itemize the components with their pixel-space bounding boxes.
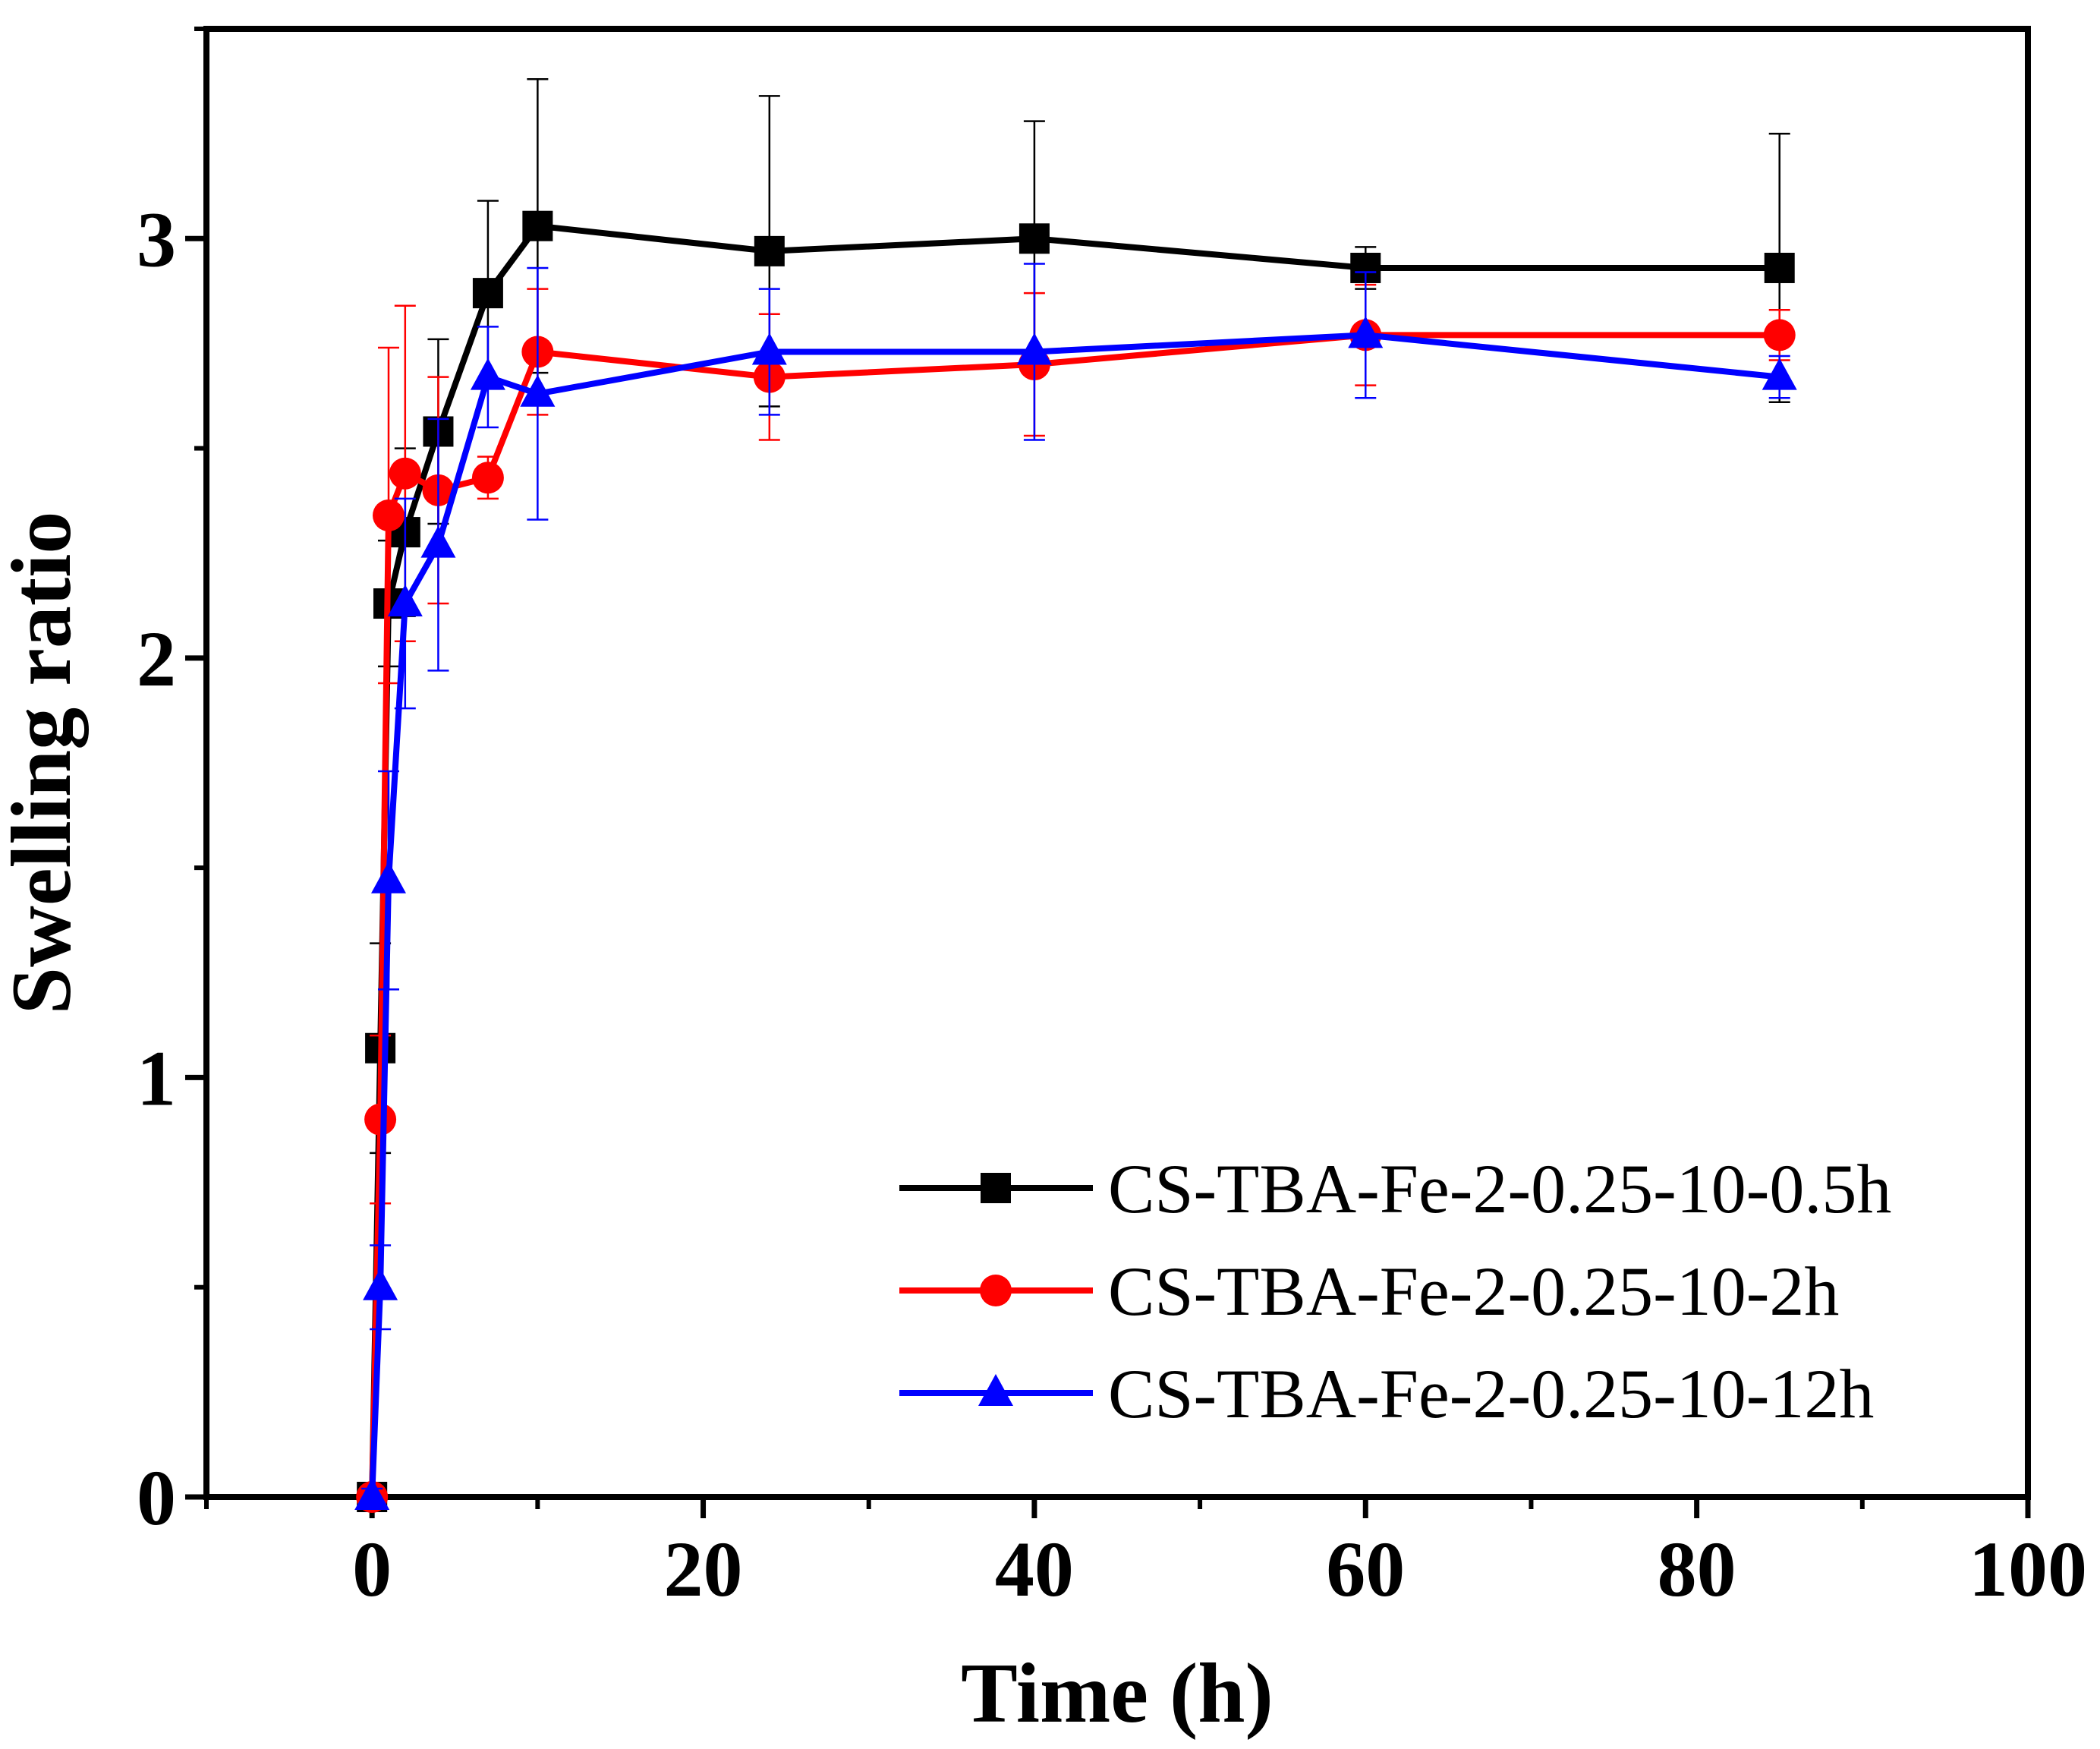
x-tick-label: 20 <box>664 1526 743 1613</box>
data-point <box>1764 252 1795 283</box>
data-point <box>754 235 785 266</box>
data-point <box>387 585 423 617</box>
legend-label: CS-TBA-Fe-2-0.25-10-12h <box>1108 1355 1874 1432</box>
legend-marker <box>981 1173 1011 1203</box>
data-point <box>354 1478 390 1510</box>
data-point <box>1763 319 1796 351</box>
data-point <box>472 278 503 309</box>
data-point <box>520 374 556 407</box>
data-point <box>420 525 456 558</box>
x-tick-label: 40 <box>995 1526 1074 1613</box>
data-point <box>364 1103 397 1136</box>
legend-label: CS-TBA-Fe-2-0.25-10-2h <box>1108 1253 1839 1330</box>
data-point <box>363 1268 398 1300</box>
y-tick-label: 0 <box>137 1454 176 1542</box>
data-point <box>371 861 406 893</box>
x-axis-title: Time (h) <box>961 1647 1274 1741</box>
data-point <box>471 462 504 494</box>
data-point <box>470 358 505 390</box>
data-point <box>389 457 421 490</box>
series-3 <box>354 263 1797 1510</box>
y-tick-label: 3 <box>137 196 176 283</box>
data-point <box>522 210 553 241</box>
x-tick-label: 80 <box>1658 1526 1736 1613</box>
x-tick-label: 60 <box>1326 1526 1405 1613</box>
plot-frame <box>203 26 2031 1500</box>
legend-marker <box>978 1374 1013 1406</box>
legend-item: CS-TBA-Fe-2-0.25-10-2h <box>899 1253 1839 1330</box>
legend-marker <box>980 1275 1012 1306</box>
data-point <box>373 499 405 531</box>
y-tick-label: 2 <box>137 616 176 703</box>
legend-item: CS-TBA-Fe-2-0.25-10-0.5h <box>899 1150 1891 1227</box>
legend-item: CS-TBA-Fe-2-0.25-10-12h <box>899 1355 1874 1432</box>
data-point <box>1016 332 1052 365</box>
x-tick-label: 100 <box>1969 1526 2087 1613</box>
data-point <box>1348 316 1384 348</box>
y-axis-title: Swelling ratio <box>0 512 89 1015</box>
legend-label: CS-TBA-Fe-2-0.25-10-0.5h <box>1108 1150 1891 1227</box>
data-point <box>1019 223 1050 254</box>
legend: CS-TBA-Fe-2-0.25-10-0.5h CS-TBA-Fe-2-0.25… <box>899 1150 1891 1432</box>
y-tick-labels: 0 1 2 3 <box>137 196 176 1542</box>
x-tick-labels: 0 20 40 60 80 100 <box>352 1526 2087 1613</box>
data-point <box>751 332 787 365</box>
x-tick-label: 0 <box>352 1526 392 1613</box>
series-layer <box>354 78 1797 1513</box>
y-tick-label: 1 <box>137 1035 176 1122</box>
data-point <box>1762 358 1797 390</box>
axis-ticks <box>185 27 2031 1518</box>
